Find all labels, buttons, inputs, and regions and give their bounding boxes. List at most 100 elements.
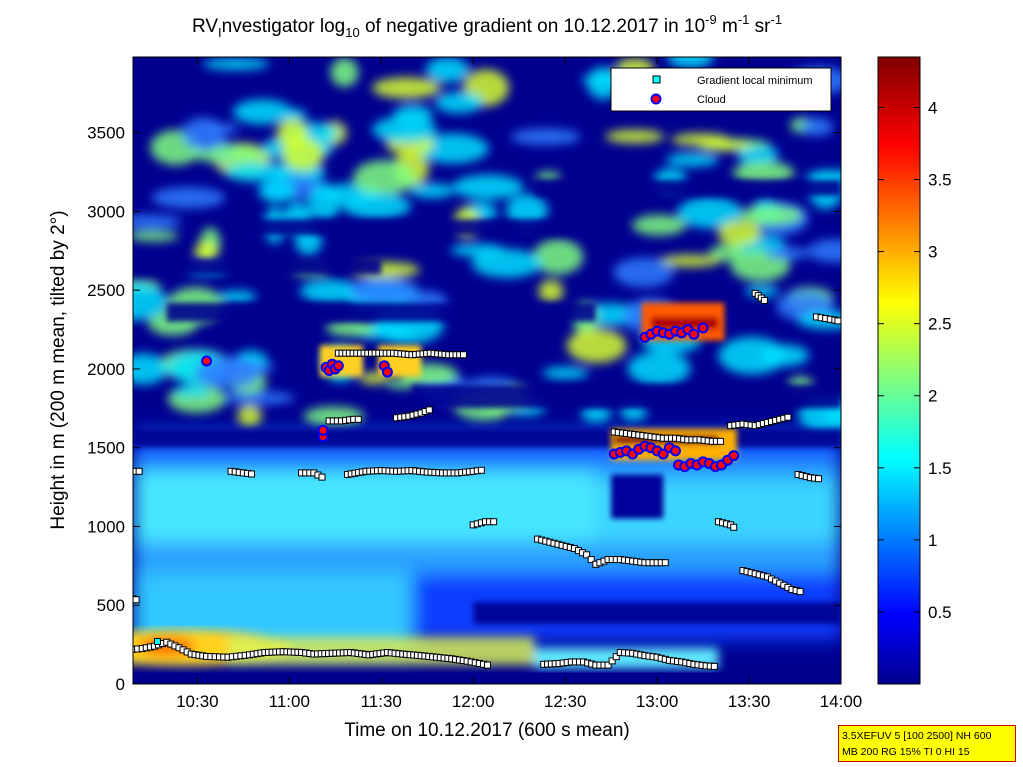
field-gap bbox=[411, 384, 841, 409]
field-blob bbox=[330, 57, 359, 87]
legend-label-minimum: Gradient local minimum bbox=[697, 75, 813, 87]
field-blob bbox=[202, 57, 270, 70]
field-blob bbox=[409, 183, 455, 199]
heatmap-plot-area bbox=[133, 57, 841, 684]
colorbar-tick-label: 2.5 bbox=[928, 315, 952, 334]
field-blob bbox=[542, 366, 589, 380]
legend-label-cloud: Cloud bbox=[697, 94, 726, 106]
gradient-minimum-marker bbox=[425, 406, 433, 414]
gradient-minimum-marker bbox=[834, 317, 841, 325]
field-blob bbox=[566, 328, 627, 364]
field-blob bbox=[300, 279, 362, 304]
field-band bbox=[133, 471, 596, 543]
field-gap bbox=[166, 302, 596, 322]
legend: Gradient local minimum Cloud bbox=[610, 67, 832, 112]
legend-circle-marker bbox=[650, 93, 662, 105]
gradient-minimum-marker bbox=[730, 523, 738, 531]
x-tick-label: 11:00 bbox=[269, 692, 310, 711]
colorbar-tick-label: 4 bbox=[928, 98, 937, 117]
gradient-minimum-marker bbox=[661, 559, 669, 567]
field-blob bbox=[717, 220, 762, 247]
field-blob bbox=[535, 171, 561, 182]
field-gap bbox=[228, 219, 596, 236]
field-blob bbox=[232, 99, 293, 125]
field-blob bbox=[671, 133, 730, 146]
field-blob bbox=[308, 183, 342, 221]
gradient-minimum-marker bbox=[459, 351, 467, 359]
gradient-minimum-marker bbox=[608, 657, 616, 665]
y-tick-label: 1500 bbox=[87, 439, 125, 458]
cloud-marker bbox=[669, 445, 681, 457]
field-blob bbox=[760, 344, 810, 367]
field-blob bbox=[677, 197, 743, 229]
field-blob bbox=[666, 152, 719, 167]
gradient-minimum-marker bbox=[612, 653, 620, 661]
field-blob bbox=[506, 194, 548, 228]
field-blob bbox=[471, 249, 543, 278]
field-blob bbox=[349, 276, 415, 305]
gradient-minimum-marker bbox=[760, 296, 768, 304]
x-tick-label: 14:00 bbox=[820, 692, 863, 711]
gradient-minimum-marker bbox=[583, 551, 591, 559]
colorbar-tick-label: 3.5 bbox=[928, 171, 952, 190]
field-blob bbox=[732, 161, 795, 185]
field-blob bbox=[510, 128, 581, 146]
field-blob bbox=[425, 57, 470, 83]
colorbar-gradient bbox=[877, 56, 921, 685]
gradient-minimum-marker bbox=[815, 475, 823, 483]
field-blob bbox=[237, 405, 262, 427]
gradient-minimum-marker bbox=[318, 473, 326, 481]
legend-box bbox=[610, 67, 832, 112]
field-blob bbox=[133, 214, 182, 229]
field-blob bbox=[325, 320, 378, 337]
cloud-marker bbox=[657, 448, 669, 460]
gradient-minimum-marker bbox=[716, 437, 724, 445]
gradient-minimum-marker bbox=[248, 470, 256, 478]
field-blob bbox=[342, 193, 411, 220]
field-blob bbox=[224, 162, 290, 182]
gradient-minimum-marker bbox=[710, 662, 718, 670]
field-blob bbox=[281, 137, 325, 172]
x-tick-label: 10:30 bbox=[176, 692, 219, 711]
field-blob bbox=[538, 279, 564, 303]
y-tick-label: 3500 bbox=[87, 124, 125, 143]
field-blob bbox=[452, 174, 524, 200]
field-blob bbox=[133, 230, 179, 242]
colorbar-tick-label: 0.5 bbox=[928, 603, 952, 622]
parameter-info-box: 3.5XEFUV 5 [100 2500] NH 600 MB 200 RG 1… bbox=[838, 725, 1016, 762]
y-tick-label: 500 bbox=[97, 596, 125, 615]
colorbar-ticks: 0.5 1 1.5 2 2.5 3 3.5 4 bbox=[878, 98, 952, 622]
colorbar-tick-label: 1.5 bbox=[928, 459, 952, 478]
field-blob bbox=[739, 205, 803, 226]
cloud-shadow bbox=[611, 474, 664, 519]
gradient-minimum-marker bbox=[784, 413, 792, 421]
field-blob bbox=[807, 239, 841, 263]
cloud-marker bbox=[201, 355, 213, 367]
field-blob bbox=[220, 391, 295, 405]
param-line-1: 3.5XEFUV 5 [100 2500] NH 600 bbox=[842, 730, 992, 742]
field-gap bbox=[473, 602, 841, 625]
gradient-minimum-marker bbox=[135, 467, 143, 475]
gradient-minimum-marker bbox=[484, 661, 492, 669]
chart-title: RVInvestigator log10 of negative gradien… bbox=[192, 12, 782, 40]
field-blob bbox=[217, 290, 257, 304]
cloud-marker bbox=[317, 424, 329, 436]
field-blob bbox=[353, 160, 416, 196]
plot-frame bbox=[132, 56, 842, 685]
field-blob bbox=[658, 254, 722, 267]
field-blob bbox=[718, 336, 786, 375]
gradient-minimum-marker bbox=[796, 588, 804, 596]
x-tick-label: 13:30 bbox=[728, 692, 771, 711]
field-blob bbox=[632, 214, 687, 236]
colorbar-tick-label: 2 bbox=[928, 387, 937, 406]
field-blob bbox=[532, 239, 584, 275]
field-blob bbox=[151, 187, 226, 209]
x-tick-label: 13:00 bbox=[636, 692, 679, 711]
cloud-marker bbox=[332, 360, 344, 372]
y-axis-label: Height in m (200 m mean, tilted by 2°) bbox=[48, 210, 69, 529]
gradient-minimum-marker bbox=[154, 637, 162, 645]
field-gap bbox=[133, 258, 382, 275]
field-gap bbox=[534, 179, 841, 196]
x-tick-label: 11:30 bbox=[361, 692, 402, 711]
